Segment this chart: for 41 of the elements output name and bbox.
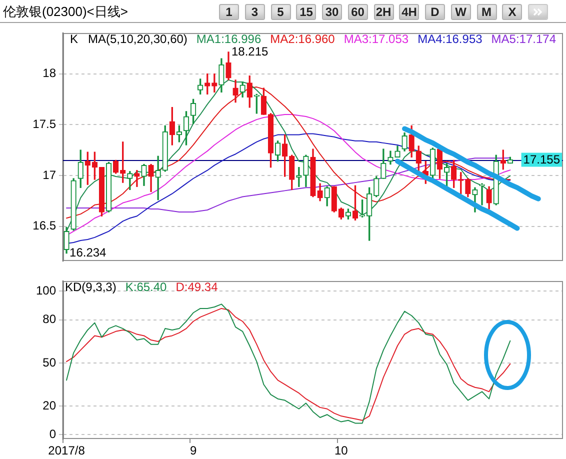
annotation: 16.234: [70, 246, 107, 260]
y-tick-label: 20: [42, 398, 56, 412]
toolbar-button[interactable]: 30: [322, 4, 342, 20]
toolbar-button[interactable]: 60: [348, 4, 368, 20]
text: MA4:16.953: [418, 32, 482, 46]
toolbar-button[interactable]: 3: [244, 4, 265, 20]
text: MA5:17.174: [491, 32, 556, 46]
y-tick-label: 18: [42, 66, 56, 80]
toolbar-button[interactable]: X: [502, 4, 522, 20]
x-tick-label: 9: [190, 444, 197, 458]
candlestick: [155, 156, 161, 200]
text: MA3:17.053: [344, 32, 409, 46]
y-tick-label: 50: [42, 355, 56, 370]
x-tick-label: 2017/8: [48, 444, 86, 458]
chart-title: 伦敦银(02300)<日线>: [3, 4, 128, 19]
text: K:65.40: [125, 280, 167, 294]
annotation: 18.215: [231, 44, 269, 58]
y-tick-label: 100: [36, 284, 56, 298]
ref-line-label: 17.155: [523, 152, 560, 167]
toolbar-button[interactable]: 2H: [374, 4, 394, 20]
series-label: D:49.34: [176, 280, 218, 294]
toolbar-button[interactable]: [528, 4, 548, 20]
x-tick-label: 10: [334, 444, 348, 458]
text: MA1:16.996: [196, 32, 262, 46]
toolbar-button[interactable]: 1: [219, 4, 239, 20]
y-tick-label: 17.5: [32, 116, 56, 131]
annotation: K: [70, 32, 78, 46]
text: MA2:16.960: [270, 32, 335, 46]
toolbar-button[interactable]: 4H: [399, 4, 420, 20]
toolbar-button[interactable]: 5: [270, 4, 290, 20]
y-tick-label: 16.5: [32, 218, 56, 233]
legend-title: MA(5,10,20,30,60): [88, 32, 188, 46]
toolbar-button[interactable]: D: [425, 4, 445, 20]
y-tick-label: 80: [42, 312, 56, 326]
legend-title: KD(9,3,3): [65, 280, 116, 294]
candlestick: [134, 170, 140, 187]
toolbar-button[interactable]: 15: [296, 4, 316, 20]
y-tick-label: 17: [42, 168, 56, 182]
toolbar-button[interactable]: W: [450, 4, 471, 20]
toolbar-button[interactable]: M: [476, 4, 496, 20]
y-tick-label: 0: [49, 427, 56, 442]
